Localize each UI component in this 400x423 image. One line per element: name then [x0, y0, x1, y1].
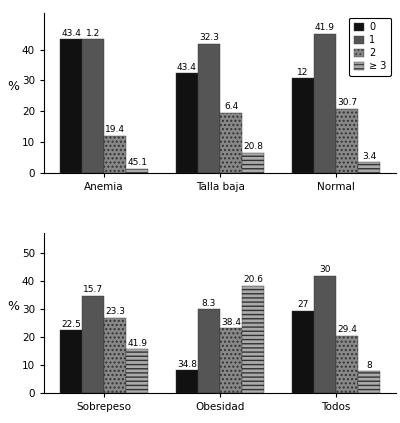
Text: 8.3: 8.3: [202, 299, 216, 308]
Text: 19.4: 19.4: [105, 125, 125, 134]
Text: 45.1: 45.1: [127, 159, 147, 168]
Bar: [104, 318, 126, 393]
Text: 22.5: 22.5: [61, 320, 81, 329]
Legend: 0, 1, 2, ≥ 3: 0, 1, 2, ≥ 3: [350, 17, 391, 76]
Bar: [176, 73, 198, 173]
Text: 20.6: 20.6: [243, 275, 263, 284]
Text: 12: 12: [297, 68, 308, 77]
Text: 8: 8: [366, 360, 372, 370]
Bar: [220, 328, 242, 393]
Text: 30: 30: [319, 265, 331, 275]
Text: 15.7: 15.7: [83, 286, 103, 294]
Bar: [314, 34, 336, 173]
Bar: [336, 335, 358, 393]
Text: 23.3: 23.3: [105, 307, 125, 316]
Bar: [358, 371, 380, 393]
Bar: [336, 109, 358, 173]
Text: 6.4: 6.4: [224, 102, 238, 111]
Bar: [314, 276, 336, 393]
Bar: [82, 296, 104, 393]
Bar: [82, 39, 104, 173]
Bar: [176, 370, 198, 393]
Text: 1.2: 1.2: [86, 29, 100, 38]
Bar: [358, 162, 380, 173]
Text: 34.8: 34.8: [177, 360, 197, 369]
Text: 29.4: 29.4: [337, 325, 357, 334]
Text: 27: 27: [297, 300, 308, 310]
Bar: [242, 153, 264, 173]
Text: 41.9: 41.9: [127, 339, 147, 348]
Bar: [126, 169, 148, 173]
Y-axis label: %: %: [8, 80, 20, 93]
Text: 32.3: 32.3: [199, 33, 219, 42]
Text: 38.4: 38.4: [221, 318, 241, 327]
Bar: [126, 349, 148, 393]
Bar: [292, 311, 314, 393]
Bar: [104, 136, 126, 173]
Bar: [292, 78, 314, 173]
Text: 43.4: 43.4: [61, 29, 81, 38]
Text: 3.4: 3.4: [362, 152, 376, 161]
Bar: [60, 39, 82, 173]
Bar: [220, 113, 242, 173]
Y-axis label: %: %: [8, 300, 20, 313]
Bar: [198, 44, 220, 173]
Text: 43.4: 43.4: [177, 63, 197, 72]
Bar: [242, 286, 264, 393]
Text: 41.9: 41.9: [315, 23, 335, 33]
Text: 30.7: 30.7: [337, 98, 357, 107]
Text: 20.8: 20.8: [243, 143, 263, 151]
Bar: [198, 309, 220, 393]
Bar: [60, 330, 82, 393]
